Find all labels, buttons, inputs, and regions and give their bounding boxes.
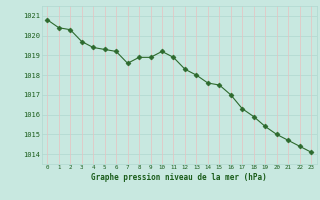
X-axis label: Graphe pression niveau de la mer (hPa): Graphe pression niveau de la mer (hPa) — [91, 173, 267, 182]
